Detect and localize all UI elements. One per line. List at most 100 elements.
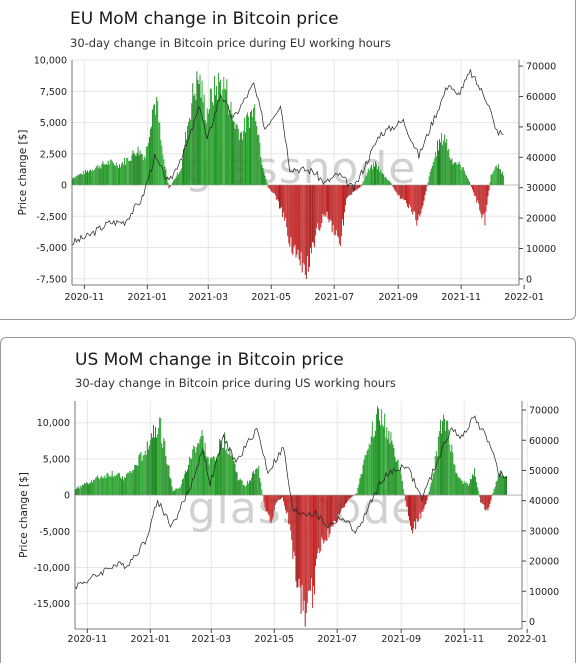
negative-bar	[328, 185, 330, 223]
negative-bar	[168, 185, 170, 189]
positive-bar	[79, 173, 81, 185]
negative-bar	[349, 495, 351, 499]
positive-bar	[96, 166, 98, 185]
negative-bar	[478, 185, 480, 204]
negative-bar	[341, 495, 343, 509]
positive-bar	[431, 479, 433, 496]
positive-bar	[76, 487, 78, 496]
positive-bar	[184, 470, 186, 496]
positive-bar	[385, 437, 387, 496]
negative-bar	[276, 185, 278, 200]
positive-bar	[360, 474, 362, 496]
positive-bar	[222, 89, 224, 185]
positive-bar	[115, 162, 117, 185]
negative-bar	[335, 495, 337, 523]
positive-bar	[140, 154, 142, 185]
positive-bar	[189, 456, 191, 496]
positive-bar	[389, 181, 391, 185]
positive-bar	[435, 451, 437, 496]
positive-bar	[494, 166, 496, 185]
negative-bar	[325, 185, 327, 217]
positive-bar	[452, 164, 454, 185]
negative-bar	[279, 185, 280, 209]
negative-bar	[311, 185, 312, 254]
eu-mom-chart: -7,500 -5,000 -2,500 0 2,500 5,000 7,500 10,000…	[17, 56, 556, 304]
positive-bar	[78, 174, 80, 185]
negative-bar	[324, 495, 326, 541]
positive-bar	[99, 165, 101, 185]
negative-bar	[274, 185, 276, 196]
negative-bar	[415, 185, 417, 220]
positive-bar	[252, 117, 254, 185]
positive-bar	[213, 75, 215, 185]
positive-bar	[376, 406, 378, 496]
positive-bar	[156, 97, 158, 185]
x-tick-label: 2021-09	[378, 292, 418, 303]
negative-bar	[347, 185, 349, 198]
positive-bar	[241, 480, 243, 496]
y-tick-label: 10,000	[37, 418, 70, 429]
negative-bar	[342, 495, 344, 508]
positive-bar	[456, 164, 458, 185]
negative-bar	[482, 185, 484, 216]
positive-bar	[95, 477, 97, 496]
positive-bar	[387, 439, 389, 496]
positive-bar	[217, 99, 219, 185]
positive-bar	[191, 103, 193, 185]
positive-bar	[76, 176, 78, 185]
positive-bar	[436, 140, 438, 185]
positive-bar	[141, 154, 143, 185]
x-tick-label: 2021-07	[314, 292, 354, 303]
negative-bar	[312, 185, 314, 243]
positive-bar	[460, 479, 462, 496]
positive-bar	[464, 173, 466, 185]
positive-bar	[128, 160, 130, 185]
negative-bar	[311, 495, 313, 608]
positive-bar	[84, 483, 86, 496]
negative-bar	[350, 185, 352, 195]
positive-bar	[454, 465, 456, 496]
positive-bar	[459, 164, 461, 185]
positive-bar	[185, 132, 187, 185]
positive-bar	[448, 148, 450, 185]
negative-bar	[423, 495, 425, 509]
positive-bar	[202, 435, 204, 496]
negative-bar	[319, 185, 321, 231]
positive-bar	[152, 109, 154, 185]
positive-bar	[386, 179, 388, 185]
positive-bar	[198, 84, 200, 185]
negative-bar	[315, 185, 317, 236]
positive-bar	[230, 102, 232, 185]
positive-bar	[475, 476, 477, 496]
positive-bar	[248, 116, 250, 185]
positive-bar	[237, 480, 239, 496]
positive-bar	[218, 452, 219, 496]
negative-bar	[339, 185, 341, 247]
positive-bar	[98, 168, 100, 185]
positive-bar	[503, 477, 505, 496]
positive-bar	[201, 429, 203, 496]
positive-bar	[131, 472, 133, 496]
y-tick-label: -15,000	[33, 599, 70, 610]
x-tick-label: 2020-11	[68, 634, 108, 645]
positive-bar	[75, 175, 77, 185]
positive-bar	[187, 125, 189, 185]
positive-bar	[255, 469, 257, 496]
negative-bar	[306, 185, 308, 257]
y2-tick-label: 20000	[529, 557, 559, 568]
positive-bar	[443, 414, 445, 496]
positive-bar	[391, 440, 393, 496]
positive-bar	[157, 100, 159, 185]
positive-bar	[477, 487, 479, 496]
positive-bar	[445, 142, 447, 185]
negative-bar	[303, 185, 305, 265]
negative-bar	[303, 495, 305, 601]
positive-bar	[206, 108, 208, 185]
y-tick-label: 10,000	[34, 56, 67, 67]
y2-tick-label: 0	[529, 617, 535, 628]
positive-bar	[102, 478, 104, 496]
positive-bar	[458, 161, 460, 185]
x-tick-label: 2021-05	[251, 292, 291, 303]
negative-bar	[337, 495, 339, 515]
negative-bar	[471, 185, 473, 188]
